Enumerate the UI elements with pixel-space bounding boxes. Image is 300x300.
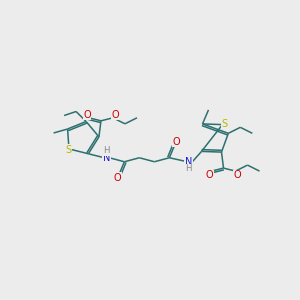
Text: S: S bbox=[65, 145, 71, 155]
Text: N: N bbox=[185, 157, 192, 167]
Text: O: O bbox=[206, 170, 213, 180]
Text: N: N bbox=[103, 153, 110, 163]
Text: S: S bbox=[221, 118, 227, 129]
Text: H: H bbox=[103, 146, 110, 155]
Text: O: O bbox=[234, 170, 241, 180]
Text: O: O bbox=[111, 110, 119, 120]
Text: O: O bbox=[114, 173, 121, 183]
Text: O: O bbox=[83, 110, 91, 120]
Text: H: H bbox=[185, 164, 192, 173]
Text: O: O bbox=[172, 137, 180, 147]
